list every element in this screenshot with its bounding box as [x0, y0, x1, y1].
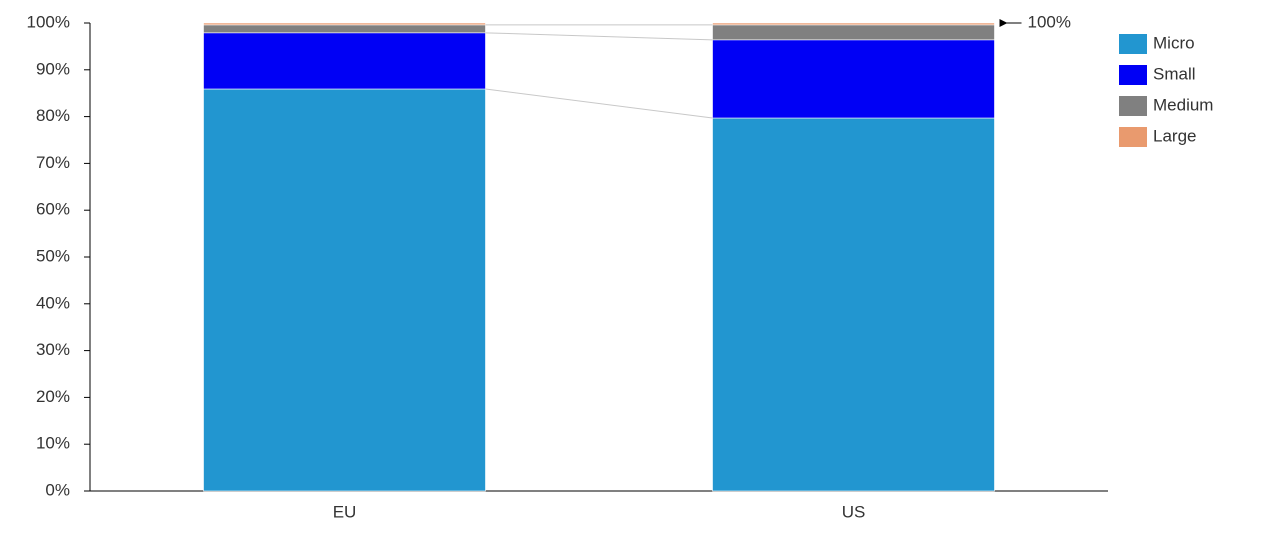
y-tick-label: 80%: [36, 106, 70, 125]
x-tick-label: EU: [333, 502, 357, 521]
y-tick-label: 90%: [36, 59, 70, 78]
bar-segment: [203, 32, 486, 90]
legend-label: Medium: [1153, 95, 1213, 114]
bar-segment: [712, 117, 995, 492]
bar-segment: [203, 24, 486, 34]
y-tick-label: 60%: [36, 200, 70, 219]
y-tick-label: 20%: [36, 387, 70, 406]
annotation: 100%: [1027, 12, 1070, 31]
bar-segment: [712, 39, 995, 119]
y-tick-label: 50%: [36, 246, 70, 265]
legend-label: Large: [1153, 126, 1196, 145]
y-tick-label: 0%: [45, 480, 70, 499]
legend-label: Small: [1153, 64, 1196, 83]
bar-segment: [712, 24, 995, 41]
legend-swatch: [1119, 127, 1147, 147]
series-line: [485, 88, 713, 119]
bar-segment: [712, 22, 995, 26]
legend-swatch: [1119, 96, 1147, 116]
bar-segment: [203, 88, 486, 492]
y-tick-label: 40%: [36, 293, 70, 312]
y-tick-label: 100%: [27, 12, 70, 31]
legend-label: Micro: [1153, 33, 1195, 52]
legend-swatch: [1119, 34, 1147, 54]
y-tick-label: 10%: [36, 434, 70, 453]
x-tick-label: US: [842, 502, 866, 521]
y-tick-label: 70%: [36, 153, 70, 172]
legend-swatch: [1119, 65, 1147, 85]
bar-segment: [203, 22, 486, 26]
series-line: [485, 32, 713, 41]
y-tick-label: 30%: [36, 340, 70, 359]
